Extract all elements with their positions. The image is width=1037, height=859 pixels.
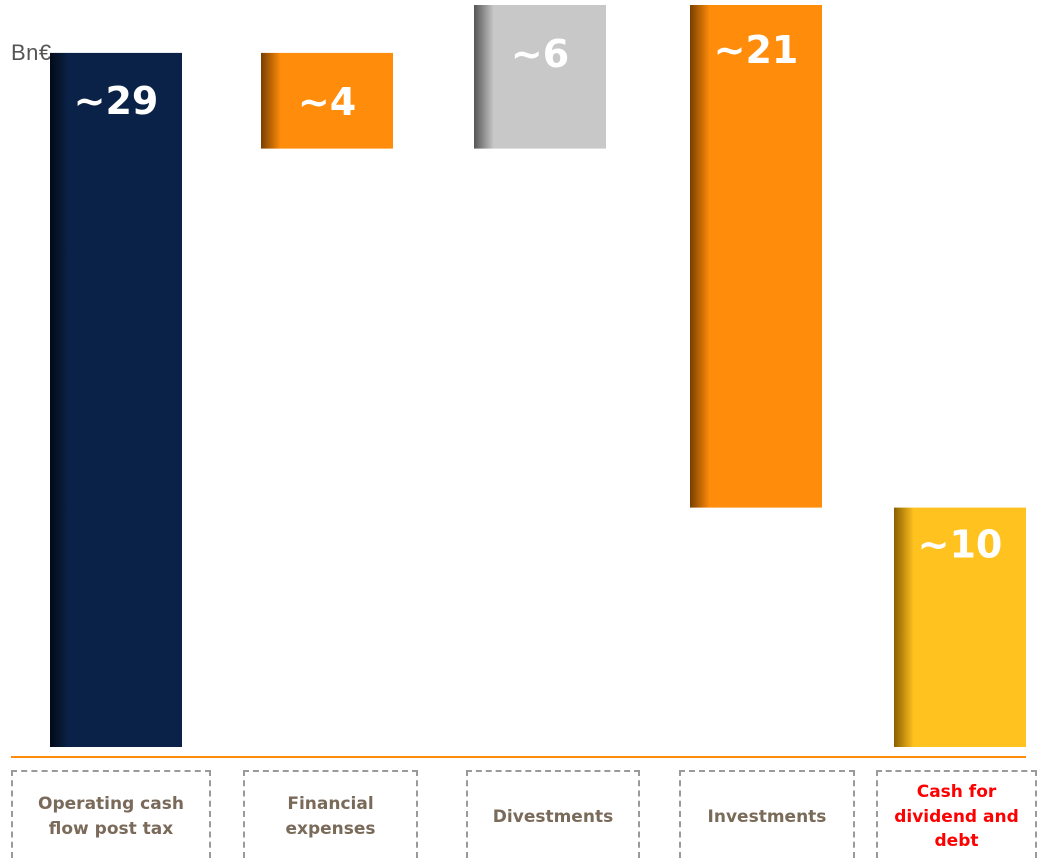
bar-investments bbox=[690, 5, 822, 508]
category-label-investments: Investments bbox=[679, 770, 855, 858]
bar-value-label-financial-expenses: ~4 bbox=[298, 80, 356, 124]
waterfall-chart: ~29 ~4 ~6 ~21 ~10 bbox=[11, 5, 1026, 758]
unit-label: Bn€ bbox=[11, 40, 52, 65]
bar-divestments bbox=[474, 5, 606, 149]
category-label-cash-for-dividend: Cash for dividend and debt bbox=[876, 770, 1037, 858]
bar-value-label-cash-for-dividend: ~10 bbox=[918, 523, 1003, 567]
bar-value-label-operating-cash-flow: ~29 bbox=[74, 79, 159, 123]
bar-financial-expenses bbox=[261, 52, 393, 149]
bar-value-label-divestments: ~6 bbox=[511, 32, 569, 76]
bar-cash-for-dividend bbox=[894, 507, 1026, 747]
category-label-divestments: Divestments bbox=[466, 770, 640, 858]
bar-value-label-investments: ~21 bbox=[714, 28, 799, 72]
bar-operating-cash-flow bbox=[50, 52, 182, 747]
category-label-operating-cash-flow: Operating cash flow post tax bbox=[11, 770, 211, 858]
category-label-financial-expenses: Financial expenses bbox=[243, 770, 418, 858]
